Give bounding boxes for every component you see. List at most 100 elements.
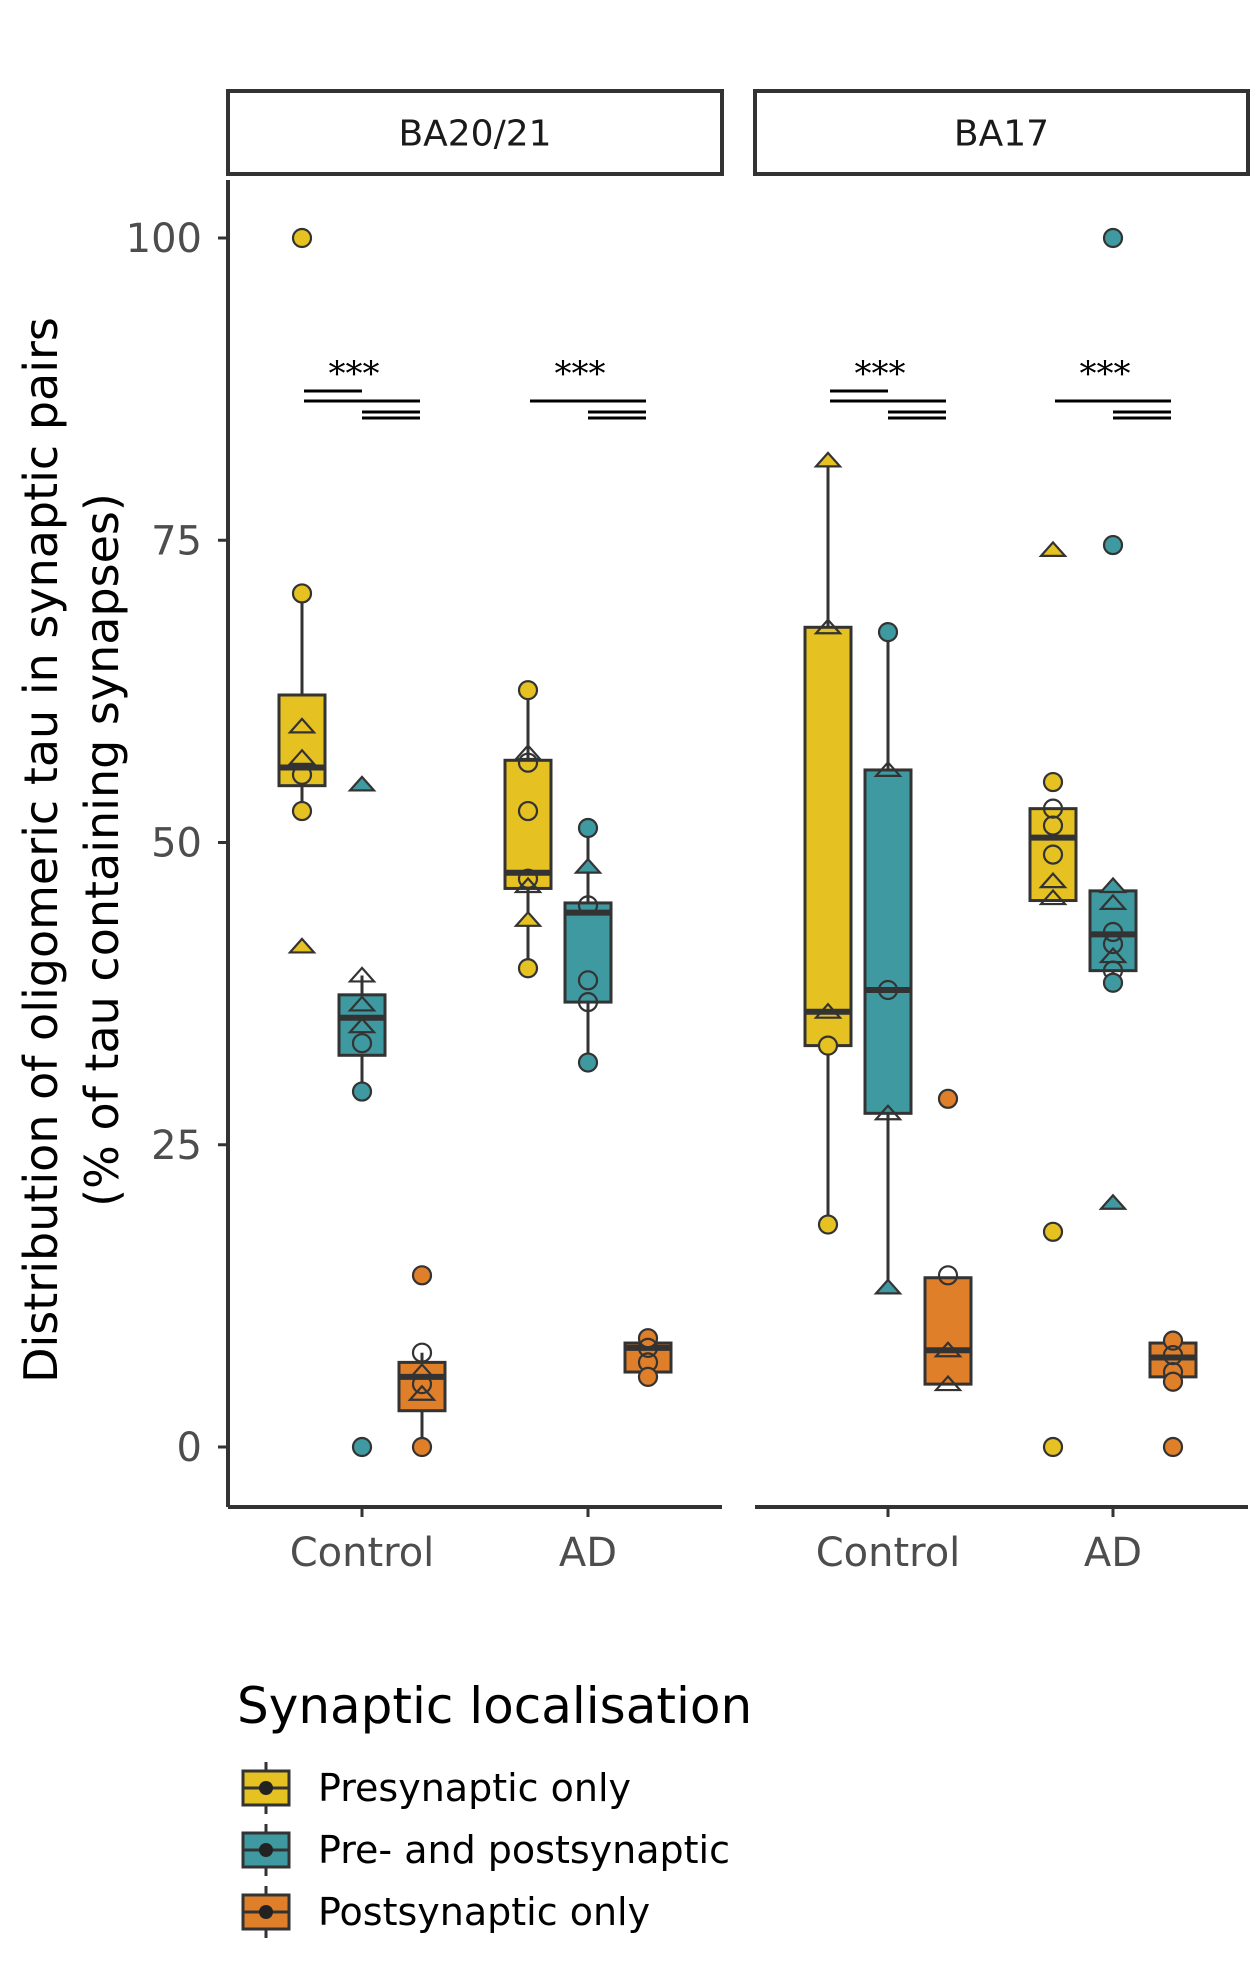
legend-title: Synaptic localisation	[237, 1677, 752, 1735]
data-point-circle	[937, 1265, 959, 1286]
y-tick-label-25: 25	[151, 1123, 202, 1169]
data-point-circle	[577, 970, 599, 991]
box-presynaptic-only	[1028, 540, 1078, 1458]
data-point-circle	[351, 1436, 373, 1458]
box-presynaptic-only	[277, 227, 327, 954]
box-postsynaptic-only	[1148, 1330, 1198, 1458]
x-tick-label: Control	[290, 1530, 435, 1576]
box-pre-and-postsynaptic	[863, 622, 913, 1295]
data-point-circle	[817, 1214, 839, 1235]
data-point-triangle	[813, 451, 843, 468]
data-point-circle	[637, 1366, 659, 1387]
legend-label: Pre- and postsynaptic	[318, 1828, 730, 1872]
data-point-triangle	[873, 760, 903, 778]
data-point-circle	[1102, 933, 1124, 955]
significance-label: ***	[1080, 354, 1131, 394]
data-point-circle	[577, 991, 599, 1013]
data-point-triangle	[1038, 888, 1068, 906]
legend: Synaptic localisation Presynaptic only Pr…	[237, 1677, 752, 1938]
data-point-circle	[291, 764, 313, 785]
data-point-triangle	[1038, 871, 1068, 889]
data-point-triangle	[513, 743, 543, 761]
panel-ba17: BA17 Control *** AD ***	[753, 89, 1250, 1576]
data-point-triangle	[873, 1278, 903, 1295]
data-point-circle	[877, 979, 899, 1001]
legend-label: Postsynaptic only	[318, 1890, 650, 1934]
y-tick-label-0: 0	[177, 1425, 202, 1471]
data-point-circle	[637, 1337, 659, 1358]
data-point-circle	[877, 622, 899, 643]
y-tick-label-100: 100	[126, 216, 202, 262]
box-iqr	[1088, 889, 1138, 973]
x-tick-label: Control	[816, 1530, 961, 1576]
legend-key-point	[259, 1905, 273, 1919]
panels-layer: BA20/21 Control *** AD *** BA17 Control *** AD **…	[226, 89, 1250, 1576]
strip-label: BA20/21	[398, 114, 551, 155]
data-point-circle	[351, 1033, 373, 1054]
x-tick-label: AD	[1084, 1530, 1142, 1576]
data-point-triangle	[513, 910, 543, 927]
data-point-circle	[1162, 1436, 1184, 1458]
group-ad: AD ***	[1028, 227, 1198, 1576]
data-point-triangle	[513, 876, 543, 894]
data-point-circle	[1102, 227, 1124, 249]
box-iqr	[503, 758, 553, 890]
data-point-circle	[1042, 1436, 1064, 1458]
box-iqr	[277, 693, 327, 788]
box-pre-and-postsynaptic	[1088, 227, 1138, 1210]
data-point-circle	[517, 868, 539, 889]
data-point-triangle	[813, 1002, 843, 1019]
box-pre-and-postsynaptic	[563, 817, 613, 1073]
data-point-triangle	[407, 1384, 437, 1401]
data-point-triangle	[813, 618, 843, 635]
group-ad: AD ***	[503, 354, 673, 1576]
strip-label: BA17	[954, 114, 1049, 155]
data-point-circle	[577, 895, 599, 916]
data-point-circle	[291, 583, 313, 604]
x-tick-label: AD	[559, 1530, 617, 1576]
box-iqr	[863, 768, 913, 1115]
box-postsynaptic-only	[623, 1328, 673, 1387]
data-point-circle	[411, 1265, 433, 1286]
box-pre-and-postsynaptic	[337, 775, 387, 1458]
data-point-triangle	[1098, 1193, 1128, 1210]
data-point-circle	[351, 1081, 373, 1102]
data-point-triangle	[873, 1104, 903, 1121]
data-point-circle	[1162, 1330, 1184, 1351]
data-point-circle	[411, 1374, 433, 1395]
box-iqr	[923, 1276, 973, 1386]
box-iqr	[803, 625, 853, 1048]
data-point-circle	[291, 800, 313, 822]
y-tick-label-75: 75	[151, 518, 202, 564]
data-point-triangle	[933, 1374, 963, 1392]
data-point-triangle	[1098, 876, 1128, 894]
significance-label: ***	[855, 354, 906, 394]
box-postsynaptic-only	[397, 1265, 447, 1458]
data-point-triangle	[573, 857, 603, 874]
box-iqr	[563, 901, 613, 1004]
legend-key-point	[259, 1781, 273, 1795]
legend-label: Presynaptic only	[318, 1766, 631, 1810]
data-point-triangle	[347, 1017, 377, 1034]
data-point-triangle	[287, 717, 317, 734]
legend-item-pre-and-postsynaptic: Pre- and postsynaptic	[241, 1824, 730, 1876]
panel-ba20-21: BA20/21 Control *** AD ***	[226, 89, 724, 1576]
data-point-circle	[291, 227, 313, 249]
data-point-circle	[517, 800, 539, 822]
data-point-circle	[1102, 534, 1124, 556]
significance-label: ***	[329, 354, 380, 394]
y-axis-label-line1: Distribution of oligomeric tau in synapt…	[14, 317, 68, 1383]
data-point-triangle	[287, 748, 317, 765]
y-axis: 0 25 50 75 100	[126, 216, 228, 1471]
legend-item-presynaptic-only: Presynaptic only	[241, 1762, 631, 1814]
box-presynaptic-only	[503, 680, 553, 979]
legend-key-point	[259, 1843, 273, 1857]
data-point-triangle	[287, 937, 317, 954]
group-control: Control ***	[803, 354, 973, 1576]
data-point-circle	[577, 1052, 599, 1073]
data-point-circle	[1042, 844, 1064, 865]
data-point-triangle	[1038, 540, 1068, 557]
data-point-circle	[1042, 1221, 1064, 1242]
data-point-triangle	[347, 966, 377, 983]
